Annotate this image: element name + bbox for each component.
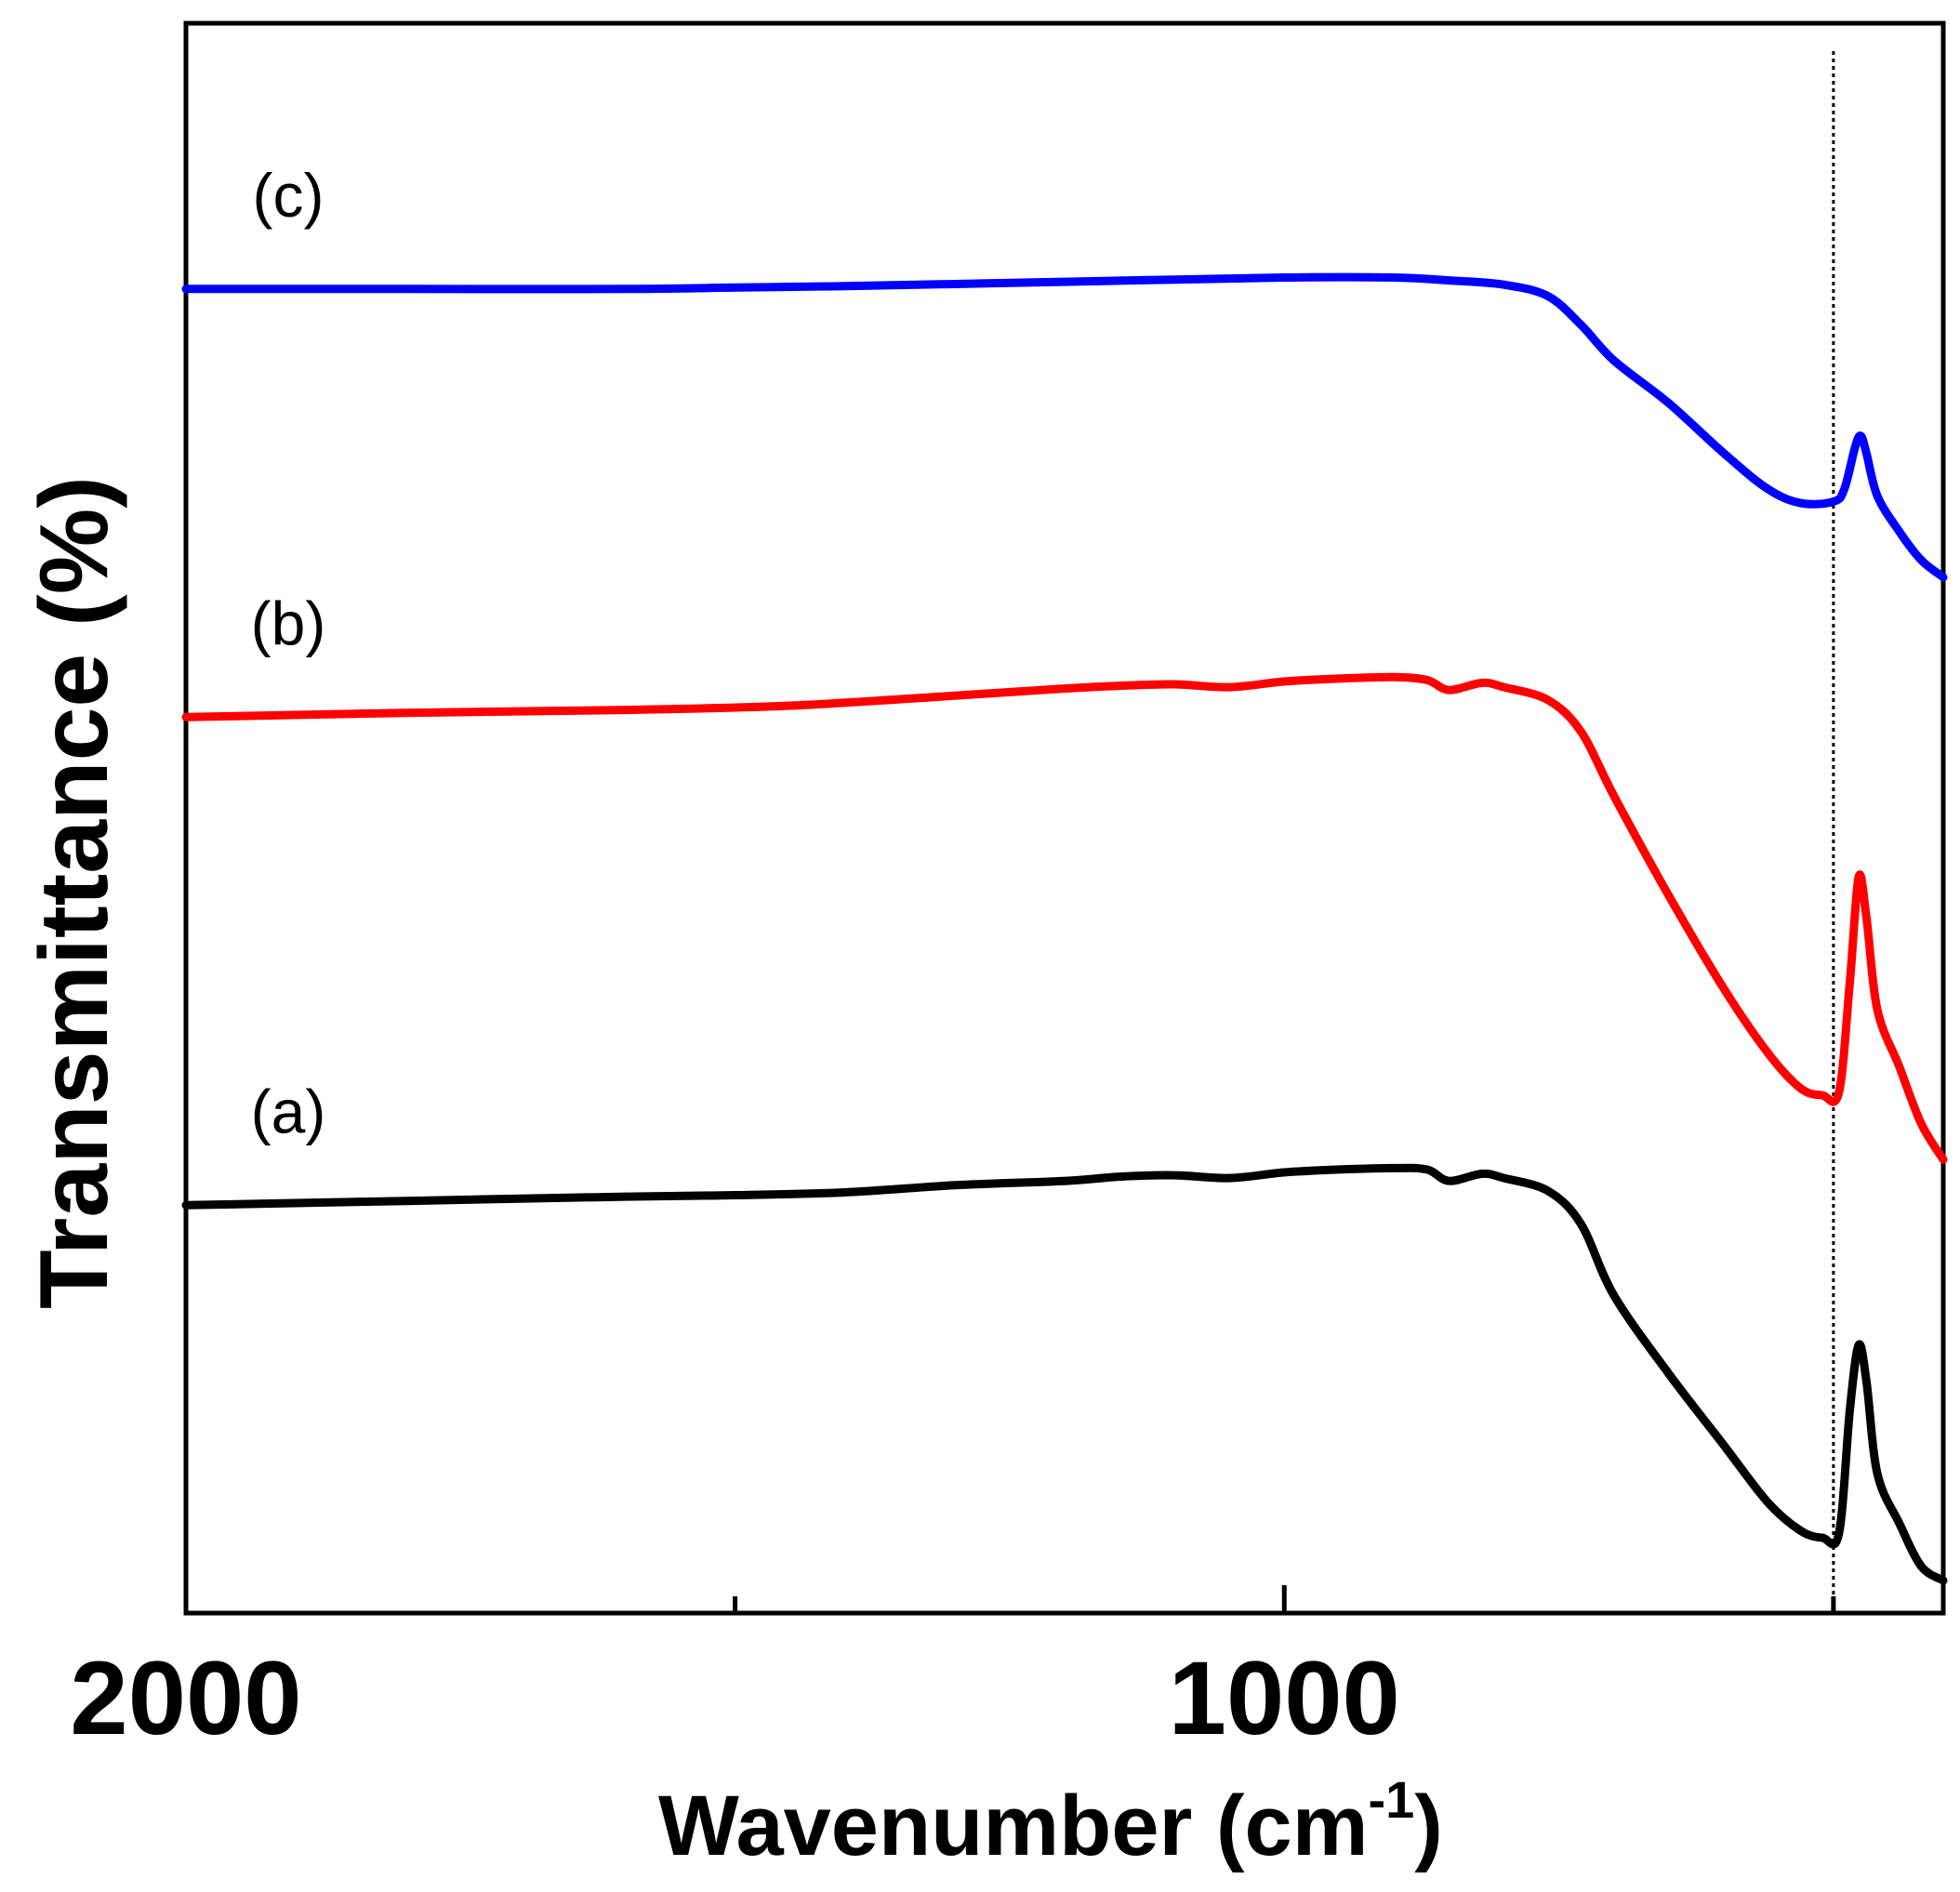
series-label: (b) <box>251 589 326 657</box>
x-axis-label-text: Wavenumber (cm <box>658 1779 1368 1873</box>
x-axis-label-superscript: -1 <box>1369 1770 1415 1829</box>
x-axis-label: Wavenumber (cm-1) <box>658 1770 1443 1873</box>
series-label: (a) <box>251 1077 326 1145</box>
curve-labels: (a) (b) (c) <box>251 161 326 1145</box>
series-line <box>181 272 1948 582</box>
y-axis-label: Transmittance (%) <box>20 476 128 1309</box>
x-tick-label: 1000 <box>1169 1640 1400 1756</box>
series-label: (c) <box>253 161 324 230</box>
x-axis-label-close: ) <box>1414 1779 1443 1873</box>
plot-frame <box>183 20 1946 1616</box>
series-layer <box>181 272 1948 1585</box>
x-tick-label: 2000 <box>70 1640 301 1756</box>
series-line <box>181 672 1948 1164</box>
x-ticks: 2000 1000 <box>70 1585 1836 1756</box>
series-line <box>181 1163 1948 1585</box>
